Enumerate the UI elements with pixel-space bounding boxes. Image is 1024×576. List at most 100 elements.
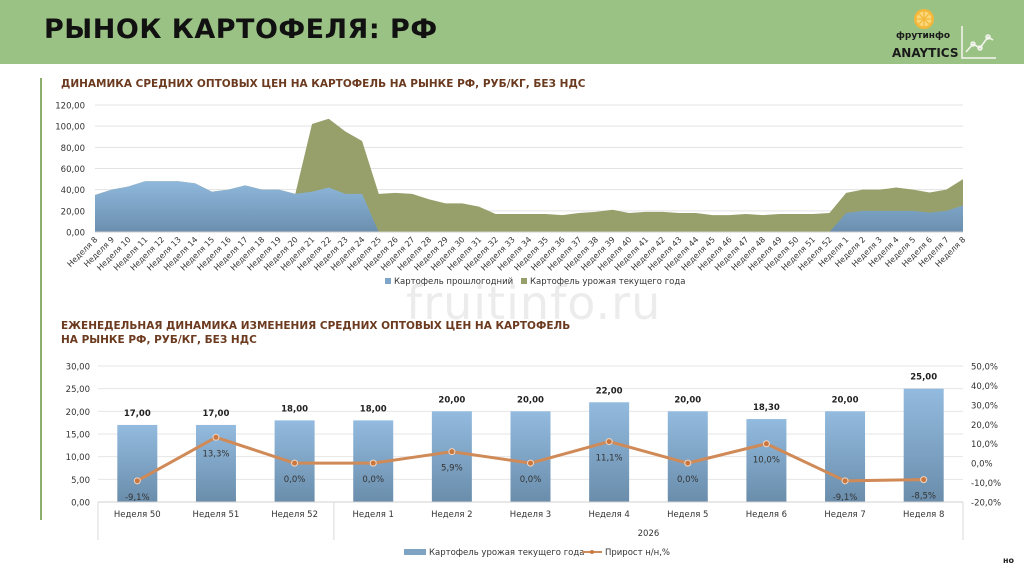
chart2-title-line-1: ЕЖЕНЕДЕЛЬНАЯ ДИНАМИКА ИЗМЕНЕНИЯ СРЕДНИХ … [61, 320, 571, 332]
growth-value-label: -8,5% [911, 492, 936, 502]
chart-line-icon [961, 26, 996, 59]
chart2-title-line-2: НА РЫНКЕ РФ, РУБ/КГ, БЕЗ НДС [61, 334, 257, 346]
bar-value-label: 17,00 [124, 409, 151, 419]
bar-value-label: 17,00 [203, 409, 230, 419]
growth-value-label: -9,1% [833, 493, 858, 503]
side-accent-line [40, 78, 42, 520]
corner-note: но [1003, 556, 1015, 565]
logo-graphic [914, 9, 996, 59]
x-group-label: 2026 [638, 529, 660, 539]
growth-point [762, 440, 770, 448]
area-series-last-year [95, 181, 963, 232]
bar-value-label: 18,00 [281, 404, 308, 414]
growth-value-label: 0,0% [362, 475, 384, 485]
growth-value-label: 0,0% [520, 475, 542, 485]
page-title: РЫНОК КАРТОФЕЛЯ: РФ [44, 14, 438, 45]
x-tick-label: Неделя 50 [114, 510, 161, 520]
y-tick-label: 5,00 [71, 476, 90, 486]
y-tick-label: 40,00 [61, 186, 85, 196]
x-tick-label: Неделя 51 [193, 510, 240, 520]
y-tick-label: 120,00 [55, 102, 85, 112]
x-tick-label: Неделя 7 [824, 510, 865, 520]
y2-tick-label: 30,0% [971, 401, 998, 411]
growth-point [920, 476, 928, 484]
bar [510, 411, 551, 502]
orange-slice-icon [914, 9, 934, 29]
bar-value-label: 20,00 [674, 395, 701, 405]
growth-value-label: 13,3% [202, 449, 229, 459]
growth-value-label: 11,1% [596, 454, 623, 464]
legend-label-bars: Картофель урожая текущего года [429, 548, 584, 558]
watermark: fruitinfo.ru [406, 276, 662, 330]
growth-point [212, 433, 220, 441]
bar [903, 388, 944, 502]
y-tick-label: 60,00 [61, 165, 85, 175]
y-tick-label: 10,00 [66, 453, 90, 463]
bar [117, 424, 158, 502]
price-dynamics-area-chart: 0,0020,0040,0060,0080,00100,00120,00Неде… [55, 102, 967, 288]
growth-point [684, 459, 692, 467]
growth-point [133, 477, 141, 485]
growth-value-label: 5,9% [441, 464, 463, 474]
growth-point [369, 459, 377, 467]
x-tick-label: Неделя 2 [431, 510, 472, 520]
x-tick-label: Неделя 3 [510, 510, 551, 520]
growth-value-label: 0,0% [677, 475, 699, 485]
y2-tick-label: -20,0% [971, 499, 1001, 509]
y-tick-label: 100,00 [55, 123, 85, 133]
bar [274, 420, 315, 502]
bar [589, 402, 630, 502]
y2-tick-label: 20,0% [971, 421, 998, 431]
growth-point [527, 459, 534, 467]
y2-tick-label: 10,0% [971, 440, 998, 450]
growth-point [291, 459, 299, 467]
growth-point [448, 448, 456, 456]
y-tick-label: 0,00 [71, 499, 90, 509]
y-tick-label: 25,00 [66, 385, 90, 395]
bar [195, 424, 236, 502]
logo: фрутинфо ANAYTICS [888, 4, 1024, 62]
legend-label-current-harvest: Картофель урожая текущего года [530, 277, 685, 287]
legend-swatch-bars [404, 549, 426, 555]
y2-tick-label: 50,0% [971, 363, 998, 373]
logo-analytics-text: ANAYTICS [892, 46, 959, 60]
bar [667, 411, 708, 502]
x-tick-label: Неделя 1 [353, 510, 394, 520]
bar [746, 419, 787, 502]
bar [825, 411, 866, 502]
bar-value-label: 20,00 [517, 395, 544, 405]
bar [353, 420, 394, 502]
header-bar: РЫНОК КАРТОФЕЛЯ: РФ фрутинфо [0, 0, 1024, 64]
x-tick-label: Неделя 5 [667, 510, 708, 520]
bar-value-label: 22,00 [596, 386, 623, 396]
y-tick-label: 0,00 [66, 229, 85, 239]
legend-label-line: Прирост н/н,% [605, 548, 670, 558]
bar [431, 411, 472, 502]
y-tick-label: 80,00 [61, 144, 85, 154]
bar-value-label: 18,30 [753, 403, 780, 413]
growth-value-label: -9,1% [125, 493, 150, 503]
bar-value-label: 18,00 [360, 404, 387, 414]
x-tick-label: Неделя 4 [588, 510, 629, 520]
growth-value-label: 10,0% [753, 456, 780, 466]
x-tick-label: Неделя 52 [271, 510, 318, 520]
legend-swatch-current-harvest [521, 278, 527, 284]
chart2-title: ЕЖЕНЕДЕЛЬНАЯ ДИНАМИКА ИЗМЕНЕНИЯ СРЕДНИХ … [61, 319, 570, 347]
bar-value-label: 20,00 [832, 395, 859, 405]
growth-value-label: 0,0% [284, 475, 306, 485]
y-tick-label: 20,00 [61, 207, 85, 217]
growth-point [605, 438, 613, 446]
y-tick-label: 30,00 [66, 363, 90, 373]
growth-point [841, 477, 849, 485]
y-tick-label: 15,00 [66, 431, 90, 441]
bar-value-label: 25,00 [910, 373, 937, 383]
chart1-title: ДИНАМИКА СРЕДНИХ ОПТОВЫХ ЦЕН НА КАРТОФЕЛ… [61, 78, 586, 90]
logo-brand-text: фрутинфо [896, 31, 951, 41]
legend-label-last-year: Картофель прошлогодний [394, 277, 513, 287]
bar-value-label: 20,00 [438, 395, 465, 405]
y-tick-label: 20,00 [66, 408, 90, 418]
legend-swatch-last-year [385, 278, 391, 284]
x-tick-label: Неделя 6 [746, 510, 787, 520]
y2-tick-label: -10,0% [971, 479, 1001, 489]
growth-line [136, 435, 924, 483]
